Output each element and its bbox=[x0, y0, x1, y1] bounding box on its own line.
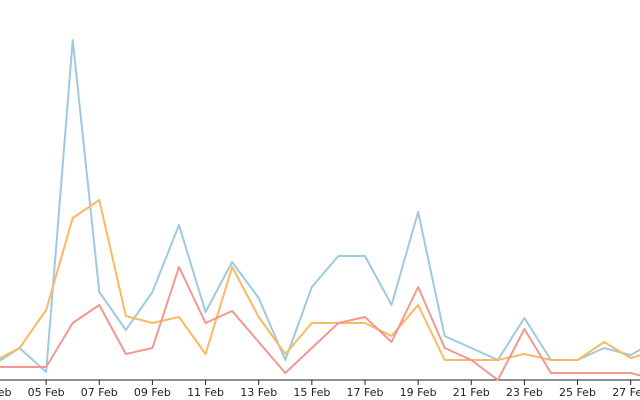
x-tick-label: 09 Feb bbox=[134, 386, 171, 399]
x-tick-label: 17 Feb bbox=[346, 386, 383, 399]
series-line bbox=[0, 199, 640, 361]
x-tick-label: 25 Feb bbox=[559, 386, 596, 399]
x-tick-label: 13 Feb bbox=[240, 386, 277, 399]
x-tick-label: 11 Feb bbox=[187, 386, 224, 399]
series-line bbox=[0, 39, 640, 373]
series-line bbox=[0, 266, 640, 381]
x-tick-label: 21 Feb bbox=[453, 386, 490, 399]
x-tick-label: 07 Feb bbox=[81, 386, 118, 399]
x-tick-label: 27 Feb bbox=[612, 386, 640, 399]
x-tick-label: 23 Feb bbox=[506, 386, 543, 399]
x-tick-label: 03 Feb bbox=[0, 386, 11, 399]
x-tick-label: 15 Feb bbox=[293, 386, 330, 399]
x-tick-label: 05 Feb bbox=[28, 386, 65, 399]
x-tick-label: 19 Feb bbox=[400, 386, 437, 399]
